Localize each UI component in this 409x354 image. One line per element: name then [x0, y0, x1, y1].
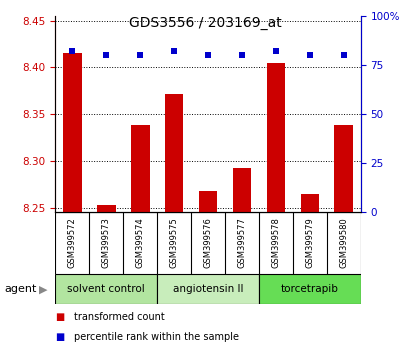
Text: GSM399573: GSM399573: [101, 217, 110, 268]
Bar: [232, 169, 251, 212]
Text: GSM399575: GSM399575: [169, 217, 178, 268]
Point: [204, 52, 211, 58]
Bar: [258, 274, 360, 304]
Bar: [164, 93, 183, 212]
Point: [103, 52, 109, 58]
Text: torcetrapib: torcetrapib: [280, 284, 338, 295]
Bar: [97, 205, 115, 212]
Text: GSM399574: GSM399574: [135, 217, 144, 268]
Point: [340, 52, 346, 58]
Text: GDS3556 / 203169_at: GDS3556 / 203169_at: [128, 16, 281, 30]
Point: [69, 48, 75, 54]
Bar: [55, 274, 157, 304]
Text: transformed count: transformed count: [74, 312, 164, 322]
Text: solvent control: solvent control: [67, 284, 145, 295]
Text: angiotensin II: angiotensin II: [173, 284, 243, 295]
Bar: [130, 125, 149, 212]
Text: agent: agent: [4, 284, 36, 295]
Text: GSM399579: GSM399579: [305, 217, 314, 268]
Bar: [157, 274, 258, 304]
Bar: [266, 63, 285, 212]
Point: [238, 52, 245, 58]
Text: GSM399572: GSM399572: [67, 217, 76, 268]
Text: GSM399580: GSM399580: [339, 217, 348, 268]
Text: GSM399577: GSM399577: [237, 217, 246, 268]
Point: [272, 48, 279, 54]
Bar: [334, 125, 352, 212]
Text: ▶: ▶: [39, 284, 47, 295]
Text: GSM399576: GSM399576: [203, 217, 212, 268]
Bar: [63, 53, 81, 212]
Text: percentile rank within the sample: percentile rank within the sample: [74, 332, 238, 342]
Text: ■: ■: [55, 312, 65, 322]
Point: [171, 48, 177, 54]
Text: ■: ■: [55, 332, 65, 342]
Bar: [300, 194, 319, 212]
Point: [306, 52, 312, 58]
Point: [137, 52, 143, 58]
Text: GSM399578: GSM399578: [271, 217, 280, 268]
Bar: [198, 191, 217, 212]
